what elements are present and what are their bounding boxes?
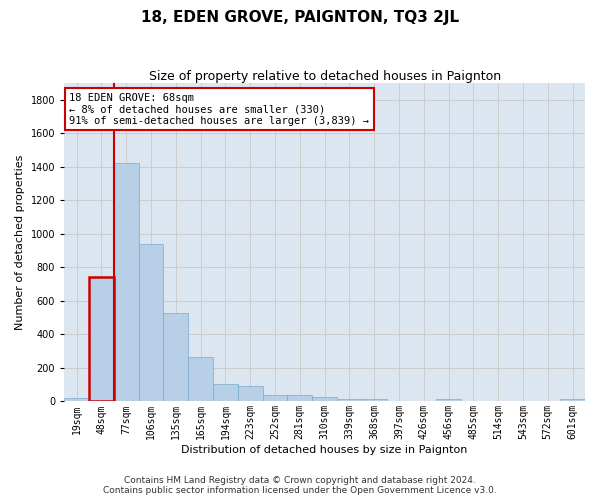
Text: 18, EDEN GROVE, PAIGNTON, TQ3 2JL: 18, EDEN GROVE, PAIGNTON, TQ3 2JL: [141, 10, 459, 25]
Text: Contains HM Land Registry data © Crown copyright and database right 2024.
Contai: Contains HM Land Registry data © Crown c…: [103, 476, 497, 495]
Bar: [114, 162, 139, 402]
Bar: [213, 384, 238, 402]
Y-axis label: Number of detached properties: Number of detached properties: [15, 154, 25, 330]
Title: Size of property relative to detached houses in Paignton: Size of property relative to detached ho…: [149, 70, 500, 83]
Bar: [312, 397, 337, 402]
Bar: [337, 399, 362, 402]
Bar: [188, 357, 213, 402]
Bar: [436, 399, 461, 402]
Bar: [560, 399, 585, 402]
X-axis label: Distribution of detached houses by size in Paignton: Distribution of detached houses by size …: [181, 445, 468, 455]
Text: 18 EDEN GROVE: 68sqm
← 8% of detached houses are smaller (330)
91% of semi-detac: 18 EDEN GROVE: 68sqm ← 8% of detached ho…: [70, 92, 370, 126]
Bar: [238, 386, 263, 402]
Bar: [89, 276, 114, 402]
Bar: [263, 394, 287, 402]
Bar: [139, 244, 163, 402]
Bar: [64, 398, 89, 402]
Bar: [163, 312, 188, 402]
Bar: [362, 399, 386, 402]
Bar: [287, 394, 312, 402]
